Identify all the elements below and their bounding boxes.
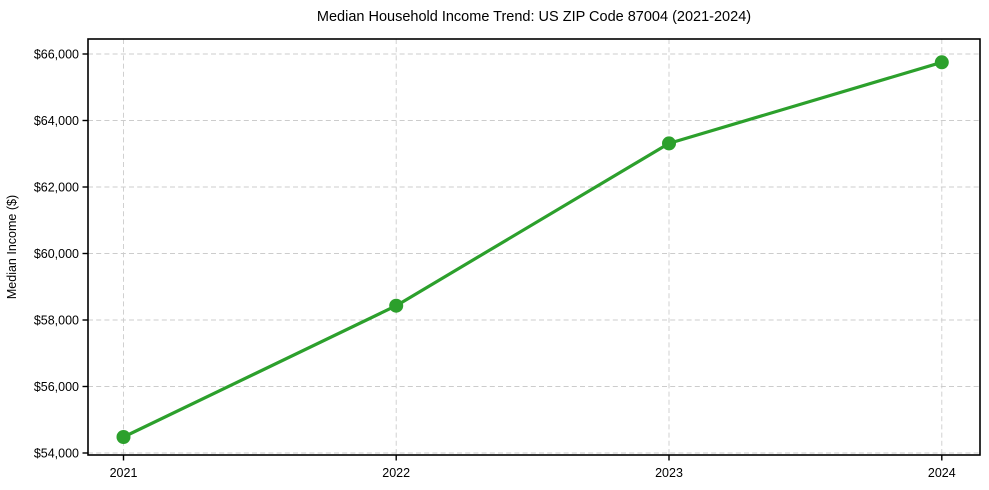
y-tick-label: $62,000 [34, 181, 79, 195]
chart-layers: $54,000 $56,000 $58,000 $60,000 $62,000 $64,0… [34, 38, 981, 480]
x-tick-label: 2024 [928, 466, 956, 480]
data-point-marker [389, 298, 404, 313]
chart-title: Median Household Income Trend: US ZIP Co… [317, 9, 751, 25]
y-tick-label: $58,000 [34, 314, 79, 328]
x-tick-label: 2023 [655, 466, 683, 480]
y-tick-label: $54,000 [34, 447, 79, 461]
x-tick-label: 2022 [382, 466, 410, 480]
data-point-marker [934, 55, 949, 70]
data-point-marker [662, 136, 676, 151]
data-point-marker [116, 430, 131, 444]
y-tick-label: $60,000 [34, 247, 79, 261]
x-tick-label: 2021 [110, 466, 138, 480]
axes-frame [87, 38, 981, 456]
y-tick-label: $66,000 [34, 48, 79, 62]
y-tick-label: $64,000 [34, 114, 79, 128]
y-axis-label: Median Income ($) [5, 195, 19, 299]
series-line [121, 60, 944, 439]
y-tick-label: $56,000 [34, 380, 79, 394]
